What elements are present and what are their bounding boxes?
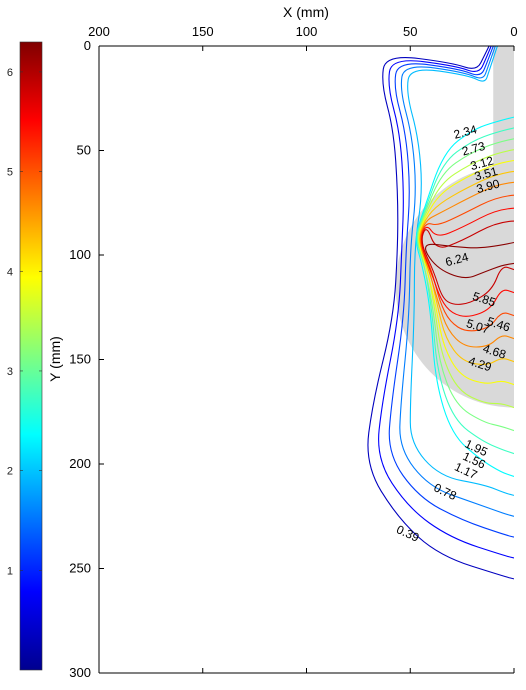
y-tick-label: 200 [69,456,91,471]
contour-line [421,207,514,317]
y-tick-label: 50 [77,143,91,158]
x-axis-label: X (mm) [283,4,329,20]
x-tick-label: 150 [192,24,214,39]
contour-label: 3.12 [469,153,495,173]
contour-line [415,116,514,478]
contour-line [367,46,514,580]
contour-line [417,138,514,432]
contour-label: 2.73 [460,139,486,159]
x-axis-ticks: 200 150 100 50 0 [88,24,518,673]
colorbar-tick-label: 4 [7,266,13,278]
x-tick-label: 200 [88,24,110,39]
contour-lines [367,46,514,580]
contour-line [418,159,514,386]
y-tick-label: 100 [69,247,91,262]
y-tick-label: 150 [69,352,91,367]
y-tick-label: 0 [84,38,91,53]
contour-label: 6.24 [444,250,470,270]
contour-line [420,194,514,332]
colorbar-tick-label: 1 [7,565,13,577]
contour-label: 4.68 [481,341,508,362]
colorbar-tick-label: 3 [7,366,13,378]
contour-label: 5.07 [465,316,492,337]
shaded-strip [493,46,514,287]
contour-label: 3.90 [475,176,501,196]
contour-line [421,220,514,305]
y-axis-label: Y (mm) [47,336,63,382]
colorbar [19,41,43,671]
contour-label: 5.46 [485,314,512,335]
contour-label: 5.85 [471,289,498,310]
y-tick-label: 300 [69,665,91,680]
contour-line [399,46,514,517]
contour-label: 2.34 [452,122,478,142]
colorbar-tick-label: 6 [7,67,13,79]
contour-line [407,46,514,496]
y-axis-ticks: 0 50 100 150 200 250 300 [69,38,104,680]
colorbar-ticks: 1 2 3 4 5 6 [7,67,42,577]
contour-label: 3.51 [473,164,499,184]
x-tick-label: 50 [403,24,417,39]
contour-line [388,46,514,538]
x-tick-label: 100 [296,24,318,39]
colorbar-tick-label: 5 [7,167,13,179]
contour-line [419,181,514,348]
contour-label: 4.29 [467,354,494,375]
x-tick-label: 0 [510,24,517,39]
contour-line [425,241,514,279]
contour-line [378,46,514,559]
colorbar-tick-label: 2 [7,466,13,478]
y-tick-label: 250 [69,561,91,576]
